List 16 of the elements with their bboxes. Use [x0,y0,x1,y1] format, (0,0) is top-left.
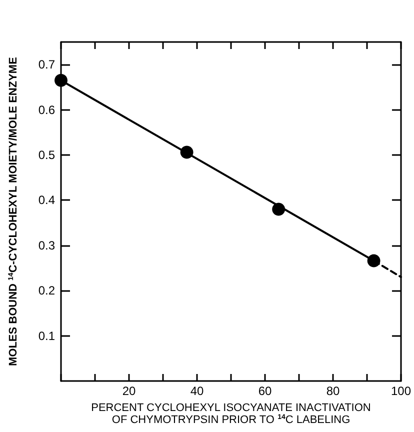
x-tick-label: 100 [390,384,412,398]
x-tick-label: 60 [258,384,272,398]
point [367,254,380,268]
x-tick-label: 40 [190,384,204,398]
point [180,146,194,159]
y-tick-label: 0.7 [38,58,56,72]
y-tick-label: 0.5 [38,148,56,162]
x-tick-label: 80 [326,384,340,398]
point [272,202,286,216]
y-tick-label: 0.1 [38,328,56,343]
y-tick-label: 0.2 [38,284,56,298]
y-tick-label: 0.4 [38,193,56,208]
point [54,74,68,87]
y-tick-label: 0.6 [38,102,56,117]
y-tick-label: 0.3 [38,238,56,252]
x-tick-label: 20 [122,384,136,398]
